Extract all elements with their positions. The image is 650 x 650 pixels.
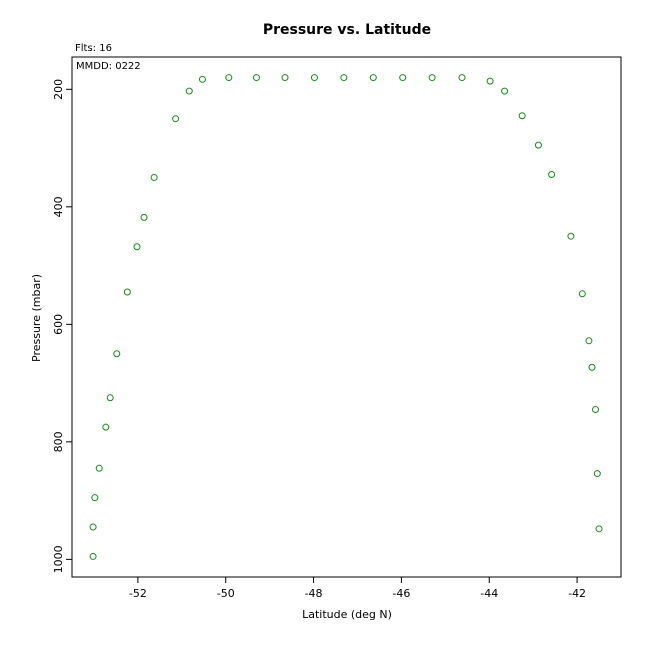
data-point [534,141,542,149]
date-label: MMDD: 0222 [76,61,141,72]
data-point [518,112,526,120]
y-axis-label: Pressure (mbar) [30,274,43,362]
y-tick-label: 1000 [52,545,65,573]
data-point [399,74,407,82]
x-tick-label: -48 [305,587,323,600]
data-point [578,290,586,298]
data-point [592,406,600,414]
data-point [133,243,141,251]
data-point [172,115,180,123]
data-point [588,363,596,371]
data-point [567,232,575,240]
data-point [113,350,121,358]
data-point [548,171,556,179]
data-point [458,74,466,82]
data-point [428,74,436,82]
data-points [89,74,603,560]
data-point [89,523,97,531]
data-point [310,74,318,82]
y-tick-label: 400 [52,196,65,217]
y-axis-ticks: 200 400 600 800 1000 [52,79,72,573]
data-point [225,74,233,82]
x-tick-label: -44 [480,587,498,600]
plot-frame [71,56,622,578]
y-tick-label: 800 [52,431,65,452]
data-point [486,77,494,85]
data-point [198,75,206,83]
data-point [150,173,158,181]
flights-count-label: Flts: 16 [75,43,112,54]
x-tick-label: -46 [392,587,410,600]
chart-title: Pressure vs. Latitude [263,22,431,38]
x-axis-label: Latitude (deg N) [302,608,392,621]
data-point [593,470,601,478]
x-tick-label: -52 [129,587,147,600]
x-tick-label: -42 [568,587,586,600]
data-point [340,74,348,82]
x-axis-ticks: -52 -50 -48 -46 -44 -42 [129,577,586,600]
data-point [369,74,377,82]
data-point [185,87,193,95]
data-point [281,74,289,82]
data-point [89,552,97,560]
data-point [123,288,131,296]
data-point [140,213,148,221]
y-tick-label: 200 [52,79,65,100]
data-point [595,525,603,533]
data-point [585,337,593,345]
data-point [95,464,103,472]
data-point [252,74,260,82]
data-point [102,423,110,431]
data-point [106,394,114,402]
x-tick-label: -50 [217,587,235,600]
data-point [501,87,509,95]
y-tick-label: 600 [52,314,65,335]
data-point [91,494,99,502]
